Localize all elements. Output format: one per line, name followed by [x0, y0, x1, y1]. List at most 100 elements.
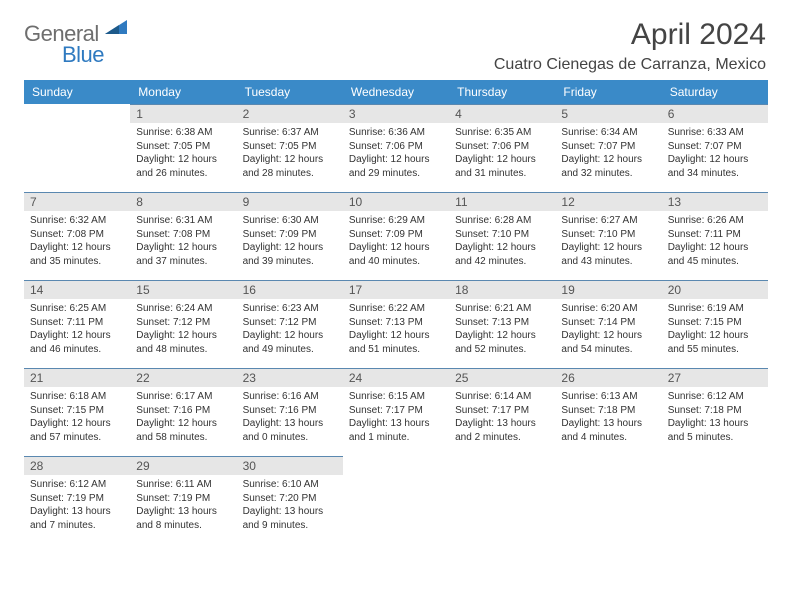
- day-number: 9: [237, 192, 343, 211]
- calendar-cell: [24, 104, 130, 192]
- logo: General Blue: [24, 20, 127, 47]
- day-number: 30: [237, 456, 343, 475]
- calendar-cell: 4Sunrise: 6:35 AMSunset: 7:06 PMDaylight…: [449, 104, 555, 192]
- calendar-cell: 11Sunrise: 6:28 AMSunset: 7:10 PMDayligh…: [449, 192, 555, 280]
- day-data: Sunrise: 6:33 AMSunset: 7:07 PMDaylight:…: [662, 123, 768, 184]
- day-data: Sunrise: 6:13 AMSunset: 7:18 PMDaylight:…: [555, 387, 661, 448]
- day-data: Sunrise: 6:29 AMSunset: 7:09 PMDaylight:…: [343, 211, 449, 272]
- calendar-cell: 7Sunrise: 6:32 AMSunset: 7:08 PMDaylight…: [24, 192, 130, 280]
- calendar-cell: 24Sunrise: 6:15 AMSunset: 7:17 PMDayligh…: [343, 368, 449, 456]
- weekday-header: Tuesday: [237, 80, 343, 104]
- day-data: Sunrise: 6:23 AMSunset: 7:12 PMDaylight:…: [237, 299, 343, 360]
- calendar-cell: 12Sunrise: 6:27 AMSunset: 7:10 PMDayligh…: [555, 192, 661, 280]
- calendar-cell: 25Sunrise: 6:14 AMSunset: 7:17 PMDayligh…: [449, 368, 555, 456]
- calendar-cell: [449, 456, 555, 544]
- calendar-cell: 30Sunrise: 6:10 AMSunset: 7:20 PMDayligh…: [237, 456, 343, 544]
- day-data: Sunrise: 6:34 AMSunset: 7:07 PMDaylight:…: [555, 123, 661, 184]
- day-data: Sunrise: 6:27 AMSunset: 7:10 PMDaylight:…: [555, 211, 661, 272]
- day-data: Sunrise: 6:12 AMSunset: 7:18 PMDaylight:…: [662, 387, 768, 448]
- day-number: 21: [24, 368, 130, 387]
- calendar-cell: 26Sunrise: 6:13 AMSunset: 7:18 PMDayligh…: [555, 368, 661, 456]
- logo-text-blue: Blue: [62, 42, 104, 68]
- day-data: Sunrise: 6:26 AMSunset: 7:11 PMDaylight:…: [662, 211, 768, 272]
- calendar-cell: 8Sunrise: 6:31 AMSunset: 7:08 PMDaylight…: [130, 192, 236, 280]
- day-number: 22: [130, 368, 236, 387]
- day-number: 26: [555, 368, 661, 387]
- calendar-week-row: 14Sunrise: 6:25 AMSunset: 7:11 PMDayligh…: [24, 280, 768, 368]
- calendar-cell: 3Sunrise: 6:36 AMSunset: 7:06 PMDaylight…: [343, 104, 449, 192]
- day-number: 15: [130, 280, 236, 299]
- day-number: 14: [24, 280, 130, 299]
- calendar-cell: 14Sunrise: 6:25 AMSunset: 7:11 PMDayligh…: [24, 280, 130, 368]
- day-number: 2: [237, 104, 343, 123]
- calendar-cell: 15Sunrise: 6:24 AMSunset: 7:12 PMDayligh…: [130, 280, 236, 368]
- calendar-cell: 22Sunrise: 6:17 AMSunset: 7:16 PMDayligh…: [130, 368, 236, 456]
- day-number: 3: [343, 104, 449, 123]
- day-number: 16: [237, 280, 343, 299]
- calendar-cell: 20Sunrise: 6:19 AMSunset: 7:15 PMDayligh…: [662, 280, 768, 368]
- page-title: April 2024: [494, 18, 766, 52]
- day-number: 25: [449, 368, 555, 387]
- weekday-header: Thursday: [449, 80, 555, 104]
- day-number: 20: [662, 280, 768, 299]
- day-data: Sunrise: 6:15 AMSunset: 7:17 PMDaylight:…: [343, 387, 449, 448]
- calendar-table: SundayMondayTuesdayWednesdayThursdayFrid…: [24, 80, 768, 544]
- calendar-cell: 9Sunrise: 6:30 AMSunset: 7:09 PMDaylight…: [237, 192, 343, 280]
- calendar-week-row: 21Sunrise: 6:18 AMSunset: 7:15 PMDayligh…: [24, 368, 768, 456]
- day-number: 7: [24, 192, 130, 211]
- day-data: Sunrise: 6:14 AMSunset: 7:17 PMDaylight:…: [449, 387, 555, 448]
- weekday-header: Monday: [130, 80, 236, 104]
- day-data: Sunrise: 6:32 AMSunset: 7:08 PMDaylight:…: [24, 211, 130, 272]
- day-data: Sunrise: 6:25 AMSunset: 7:11 PMDaylight:…: [24, 299, 130, 360]
- calendar-cell: 18Sunrise: 6:21 AMSunset: 7:13 PMDayligh…: [449, 280, 555, 368]
- day-number: 6: [662, 104, 768, 123]
- day-number: 29: [130, 456, 236, 475]
- day-data: Sunrise: 6:31 AMSunset: 7:08 PMDaylight:…: [130, 211, 236, 272]
- calendar-cell: 28Sunrise: 6:12 AMSunset: 7:19 PMDayligh…: [24, 456, 130, 544]
- day-number: 28: [24, 456, 130, 475]
- day-number: 4: [449, 104, 555, 123]
- calendar-cell: 23Sunrise: 6:16 AMSunset: 7:16 PMDayligh…: [237, 368, 343, 456]
- weekday-header: Sunday: [24, 80, 130, 104]
- calendar-week-row: 28Sunrise: 6:12 AMSunset: 7:19 PMDayligh…: [24, 456, 768, 544]
- day-number: 13: [662, 192, 768, 211]
- calendar-cell: [662, 456, 768, 544]
- day-number: 10: [343, 192, 449, 211]
- calendar-week-row: 1Sunrise: 6:38 AMSunset: 7:05 PMDaylight…: [24, 104, 768, 192]
- day-data: Sunrise: 6:28 AMSunset: 7:10 PMDaylight:…: [449, 211, 555, 272]
- day-data: Sunrise: 6:21 AMSunset: 7:13 PMDaylight:…: [449, 299, 555, 360]
- day-data: Sunrise: 6:37 AMSunset: 7:05 PMDaylight:…: [237, 123, 343, 184]
- day-data: Sunrise: 6:22 AMSunset: 7:13 PMDaylight:…: [343, 299, 449, 360]
- day-data: Sunrise: 6:38 AMSunset: 7:05 PMDaylight:…: [130, 123, 236, 184]
- calendar-cell: [343, 456, 449, 544]
- calendar-cell: 6Sunrise: 6:33 AMSunset: 7:07 PMDaylight…: [662, 104, 768, 192]
- calendar-cell: 1Sunrise: 6:38 AMSunset: 7:05 PMDaylight…: [130, 104, 236, 192]
- title-block: April 2024 Cuatro Cienegas de Carranza, …: [494, 18, 766, 74]
- calendar-cell: 16Sunrise: 6:23 AMSunset: 7:12 PMDayligh…: [237, 280, 343, 368]
- day-data: Sunrise: 6:30 AMSunset: 7:09 PMDaylight:…: [237, 211, 343, 272]
- day-number: 1: [130, 104, 236, 123]
- day-number: 12: [555, 192, 661, 211]
- calendar-cell: 27Sunrise: 6:12 AMSunset: 7:18 PMDayligh…: [662, 368, 768, 456]
- calendar-cell: [555, 456, 661, 544]
- calendar-header-row: SundayMondayTuesdayWednesdayThursdayFrid…: [24, 80, 768, 104]
- day-data: Sunrise: 6:11 AMSunset: 7:19 PMDaylight:…: [130, 475, 236, 536]
- weekday-header: Saturday: [662, 80, 768, 104]
- day-data: Sunrise: 6:16 AMSunset: 7:16 PMDaylight:…: [237, 387, 343, 448]
- day-number: 11: [449, 192, 555, 211]
- location-text: Cuatro Cienegas de Carranza, Mexico: [494, 56, 766, 74]
- day-data: Sunrise: 6:10 AMSunset: 7:20 PMDaylight:…: [237, 475, 343, 536]
- day-number: 27: [662, 368, 768, 387]
- day-data: Sunrise: 6:17 AMSunset: 7:16 PMDaylight:…: [130, 387, 236, 448]
- logo-triangle-icon: [105, 20, 127, 39]
- weekday-header: Friday: [555, 80, 661, 104]
- day-number: 24: [343, 368, 449, 387]
- calendar-cell: 29Sunrise: 6:11 AMSunset: 7:19 PMDayligh…: [130, 456, 236, 544]
- day-number: 5: [555, 104, 661, 123]
- day-data: Sunrise: 6:12 AMSunset: 7:19 PMDaylight:…: [24, 475, 130, 536]
- day-number: 17: [343, 280, 449, 299]
- day-number: 8: [130, 192, 236, 211]
- day-data: Sunrise: 6:35 AMSunset: 7:06 PMDaylight:…: [449, 123, 555, 184]
- calendar-cell: 10Sunrise: 6:29 AMSunset: 7:09 PMDayligh…: [343, 192, 449, 280]
- header: General Blue April 2024 Cuatro Cienegas …: [24, 18, 768, 74]
